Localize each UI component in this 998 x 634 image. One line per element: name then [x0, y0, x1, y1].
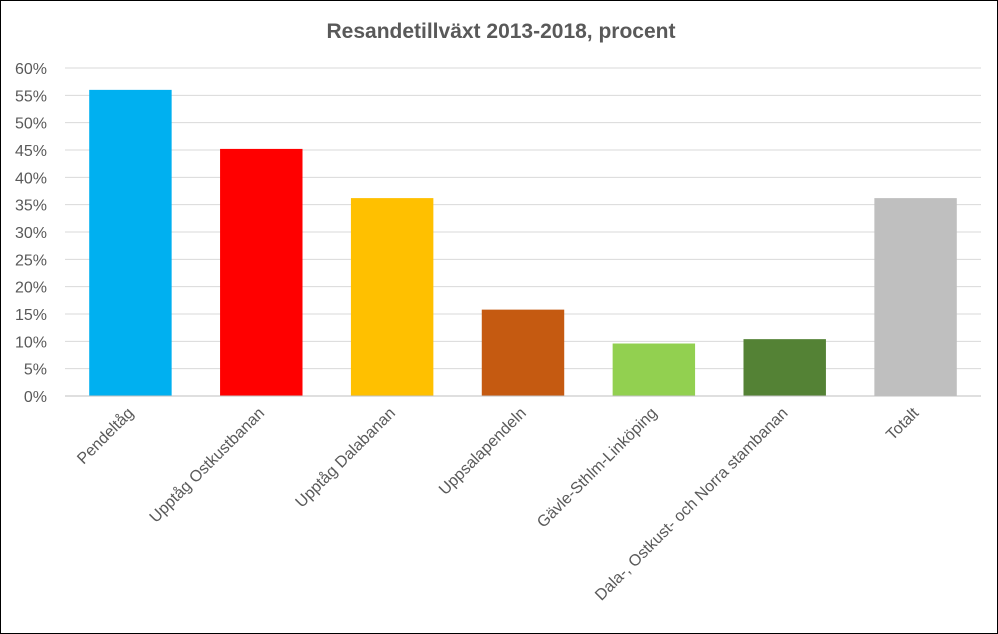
x-category-label: Totalt [883, 404, 922, 443]
y-tick-label: 60% [15, 61, 47, 78]
y-tick-label: 20% [15, 280, 47, 297]
y-tick-label: 35% [15, 198, 47, 215]
bar [743, 339, 826, 396]
gridlines [65, 67, 981, 370]
x-category-label: Upptåg Dalabanan [292, 404, 399, 511]
y-tick-label: 30% [15, 225, 47, 242]
bar [874, 198, 957, 396]
chart-title: Resandetillväxt 2013-2018, procent [326, 20, 675, 43]
x-category-label: Upptåg Ostkustbanan [146, 404, 268, 526]
y-tick-label: 55% [15, 88, 47, 105]
y-tick-label: 25% [15, 252, 47, 269]
y-tick-label: 50% [15, 116, 47, 133]
bar [89, 89, 172, 396]
x-category-label: Pendeltåg [74, 404, 138, 468]
bar [350, 198, 434, 396]
x-category-label: Uppsalapendeln [436, 405, 530, 499]
y-axis-ticks: 0% 5% 10% 15% 20% 25% 30% 35% 40% 45% 50% 55% 60% [15, 61, 47, 406]
bars [89, 89, 957, 396]
y-tick-label: 0% [24, 389, 47, 406]
y-tick-label: 15% [15, 307, 47, 324]
bar [612, 343, 696, 396]
x-axis-categories: Pendeltåg Upptåg Ostkustbanan Upptåg Dalab… [74, 404, 923, 604]
x-category-label: Gävle-Sthlm-Linköping [534, 405, 660, 531]
y-tick-label: 40% [15, 170, 47, 187]
bar [481, 309, 565, 396]
y-tick-label: 45% [15, 143, 47, 160]
y-tick-label: 5% [24, 362, 47, 379]
y-tick-label: 10% [15, 334, 47, 351]
bar [220, 148, 303, 396]
